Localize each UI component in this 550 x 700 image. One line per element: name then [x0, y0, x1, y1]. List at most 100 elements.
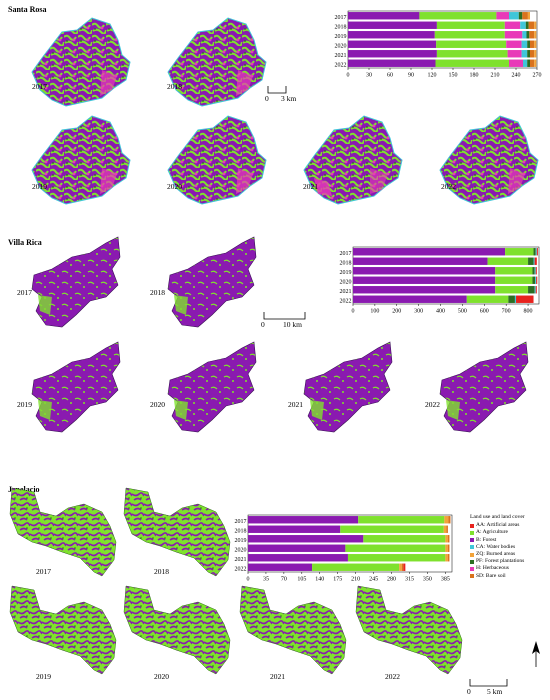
- x-tick-label: 240: [512, 73, 521, 79]
- legend-title: Land use and land cover: [470, 514, 525, 520]
- bar-a-2017: [505, 248, 534, 256]
- legend-label: CA: Water bodies: [476, 543, 516, 550]
- bar-aa-2019: [535, 267, 537, 275]
- legend: Land use and land cover AA: Artificial a…: [470, 514, 550, 580]
- bar-zq-2021: [445, 554, 448, 562]
- x-tick-label: 140: [315, 577, 324, 583]
- x-tick-label: 700: [502, 309, 511, 315]
- bar-ca-2020: [535, 276, 537, 284]
- map-jepelacio-2019: [9, 585, 117, 675]
- bar-aa-2020: [536, 276, 538, 284]
- year-label: 2019: [32, 182, 47, 191]
- map-villa-rica-2018: [167, 236, 257, 328]
- bar-b-2021: [348, 50, 437, 58]
- x-tick-label: 100: [370, 309, 379, 315]
- scale-zero: 0: [261, 320, 265, 329]
- category-tick-label: 2022: [335, 62, 347, 68]
- bar-zq-2020: [534, 40, 537, 48]
- year-label: 2020: [167, 182, 182, 191]
- year-label: 2022: [385, 672, 400, 681]
- map-jepelacio-2017: [9, 487, 117, 577]
- year-label: 2019: [36, 672, 51, 681]
- bar-b-2020: [353, 276, 496, 284]
- map-santa-rosa-2022: [439, 115, 539, 205]
- legend-label: A: Agriculture: [476, 529, 508, 536]
- year-label: 2022: [441, 182, 456, 191]
- bar-zq-2019: [534, 31, 537, 39]
- map-jepelacio-2022: [355, 585, 463, 675]
- bar-ca-2017: [509, 12, 519, 20]
- bar-pf-2021: [528, 286, 535, 294]
- legend-swatch: [470, 531, 474, 535]
- x-tick-label: 350: [423, 577, 432, 583]
- bar-a-2020: [495, 276, 533, 284]
- year-label: 2019: [17, 400, 32, 409]
- bar-aa-2018: [534, 257, 537, 265]
- chart-frame: [247, 514, 453, 573]
- bar-ca-2021: [521, 50, 528, 58]
- x-tick-label: 280: [387, 577, 396, 583]
- bar-zq-2022: [399, 563, 402, 571]
- map-jepelacio-2020: [123, 585, 231, 675]
- x-tick-label: 105: [297, 577, 306, 583]
- bar-h-2021: [507, 50, 522, 58]
- bar-pf-2020: [532, 276, 536, 284]
- bar-pf-2022: [508, 295, 515, 303]
- bar-sd-2017: [448, 516, 451, 524]
- category-tick-label: 2018: [235, 528, 247, 534]
- bar-ca-2018: [520, 21, 526, 29]
- legend-swatch: [470, 567, 474, 572]
- x-tick-label: 90: [408, 73, 414, 79]
- site-title-villa-rica: Villa Rica: [8, 238, 42, 247]
- bar-zq-2022: [534, 59, 537, 67]
- map-villa-rica-2022: [439, 341, 529, 433]
- bar-b-2020: [248, 544, 346, 552]
- bar-a-2017: [358, 516, 445, 524]
- legend-label: AA: Artificial areas: [476, 522, 520, 529]
- legend-item-a: A: Agriculture: [470, 529, 550, 536]
- bar-pf-2017: [518, 12, 523, 20]
- legend-item-h: H: Herbaceous: [470, 565, 550, 572]
- legend-item-ca: CA: Water bodies: [470, 544, 550, 551]
- bar-b-2019: [348, 31, 435, 39]
- bar-zq-2018: [443, 525, 447, 533]
- bar-a-2022: [435, 59, 509, 67]
- bar-sd-2020: [530, 40, 535, 48]
- x-tick-label: 0: [347, 73, 350, 79]
- legend-swatch: [470, 523, 474, 528]
- legend-swatch: [470, 538, 474, 543]
- bar-a-2019: [495, 267, 533, 275]
- legend-item-b: B: Forest: [470, 537, 550, 544]
- map-santa-rosa-2017: [31, 17, 131, 107]
- bar-a-2017: [419, 12, 497, 20]
- year-label: 2020: [150, 400, 165, 409]
- bar-sd-2021: [447, 554, 450, 562]
- year-label: 2021: [270, 672, 285, 681]
- bar-a-2021: [347, 554, 446, 562]
- category-tick-label: 2020: [340, 279, 352, 285]
- bar-pf-2019: [526, 31, 530, 39]
- legend-item-aa: AA: Artificial areas: [470, 522, 550, 529]
- legend-label: H: Herbaceous: [476, 565, 509, 572]
- bar-b-2018: [248, 525, 341, 533]
- legend-swatch: [470, 552, 474, 557]
- bar-h-2022: [509, 59, 523, 67]
- category-tick-label: 2019: [340, 270, 352, 276]
- bar-pf-2022: [527, 59, 530, 67]
- x-tick-label: 385: [441, 577, 450, 583]
- legend-item-pf: PF: Forest plantations: [470, 558, 550, 565]
- scale-bar-jepelacio: [469, 679, 508, 687]
- bar-b-2018: [348, 21, 437, 29]
- bar-b-2019: [248, 535, 364, 543]
- bar-b-2020: [348, 40, 437, 48]
- bar-zq-2021: [534, 50, 537, 58]
- bar-pf-2019: [532, 267, 535, 275]
- legend-swatch: [470, 545, 474, 550]
- bar-zq-2020: [445, 544, 448, 552]
- bar-sd-2019: [529, 31, 535, 39]
- x-tick-label: 315: [405, 577, 414, 583]
- bar-zq-2017: [444, 516, 449, 524]
- bar-b-2021: [353, 286, 496, 294]
- bar-aa-2017: [536, 248, 538, 256]
